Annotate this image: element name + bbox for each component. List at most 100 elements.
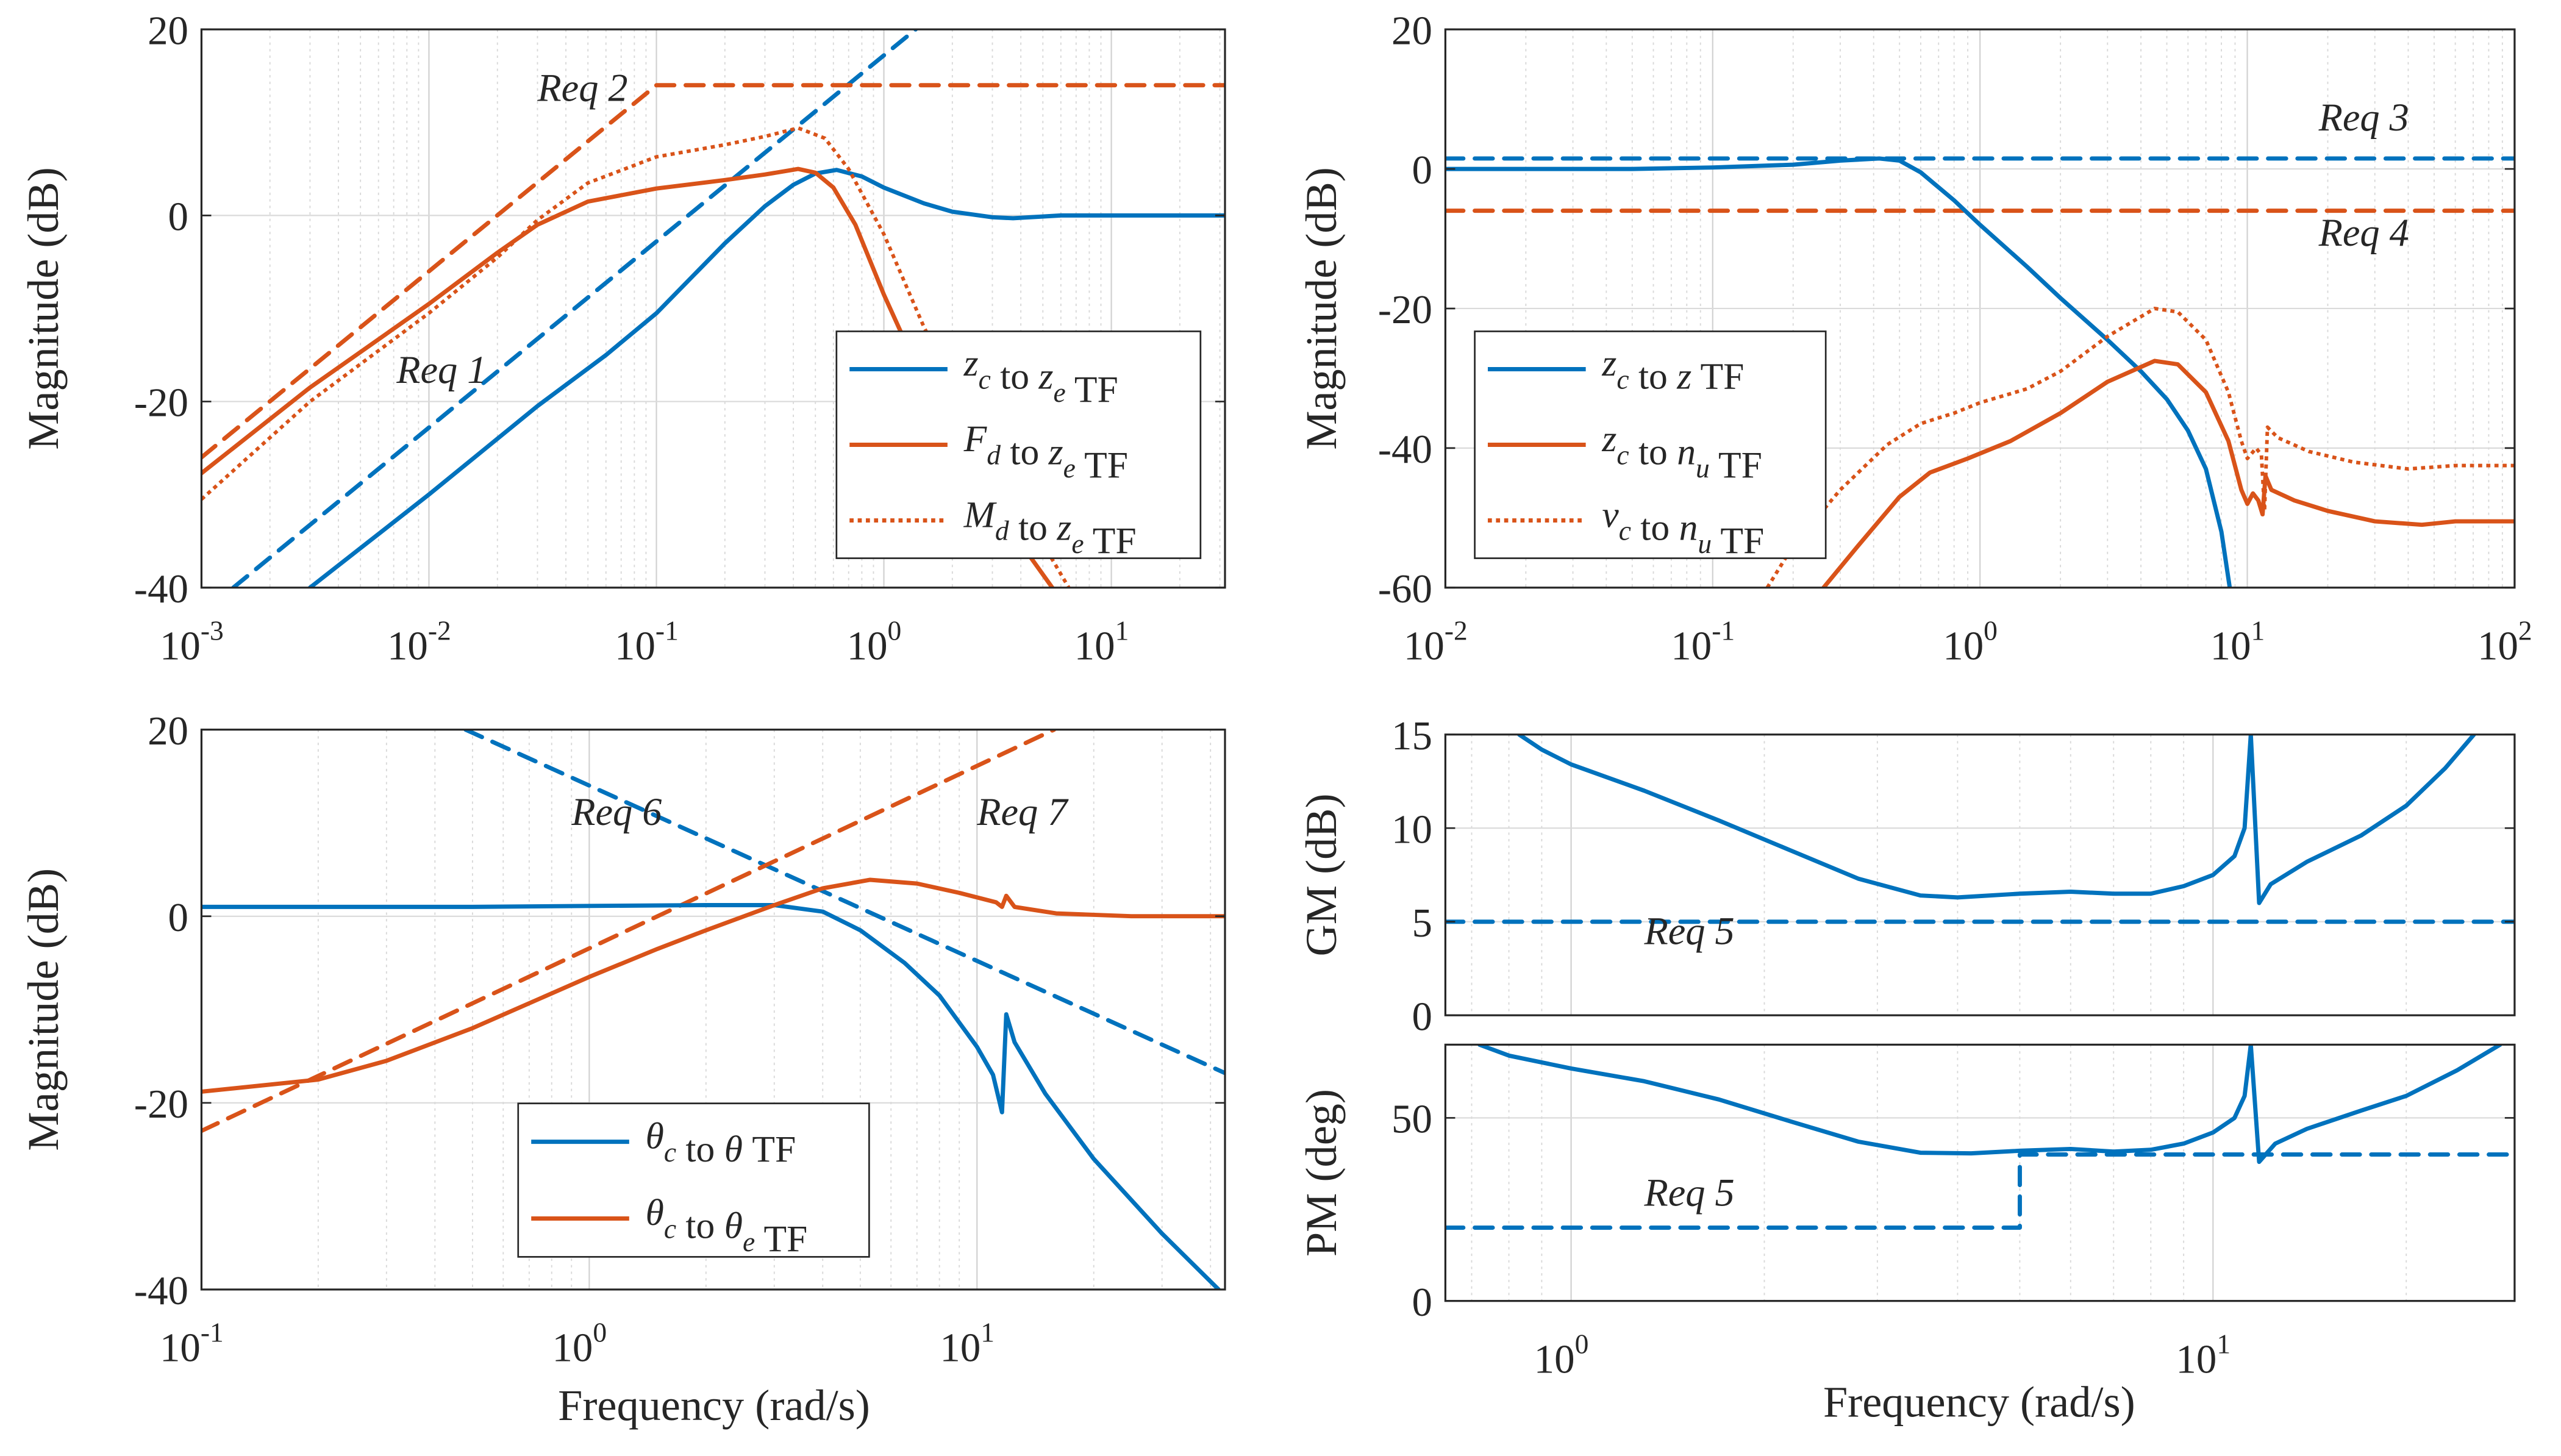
symbol: z bbox=[1048, 507, 1071, 549]
plot-area bbox=[1445, 734, 2515, 924]
word: to bbox=[1631, 507, 1670, 549]
x-axis-label: Frequency (rad/s) bbox=[1823, 1378, 2135, 1427]
series-v-c-to-n-u-tf bbox=[1765, 307, 2515, 588]
plot-area bbox=[1445, 156, 2515, 588]
symbol: z bbox=[1601, 418, 1616, 460]
symbol: θ bbox=[715, 1129, 743, 1170]
y-axis-label: Magnitude (dB) bbox=[1297, 167, 1346, 450]
series-req-6 bbox=[463, 729, 1225, 1076]
axes-box bbox=[200, 28, 1226, 589]
x-tick-label: 10-3 bbox=[160, 615, 224, 668]
tick-exponent: 1 bbox=[980, 1317, 995, 1348]
series-pm bbox=[1477, 1044, 2502, 1165]
subscript: c bbox=[979, 364, 991, 395]
tick-exponent: -1 bbox=[1712, 615, 1735, 646]
requirement-annotation: Req 3 bbox=[2318, 96, 2409, 139]
tick-base: 10 bbox=[387, 624, 428, 669]
x-tick-label: 10-1 bbox=[160, 1317, 224, 1371]
subscript: u bbox=[1696, 452, 1710, 484]
subscript: e bbox=[1063, 452, 1076, 484]
requirement-annotation: Req 4 bbox=[2318, 211, 2409, 254]
requirement-annotation: Req 6 bbox=[571, 790, 662, 833]
word: TF bbox=[1076, 444, 1128, 486]
y-tick-label: 20 bbox=[1391, 8, 1432, 53]
y-axis-label: GM (dB) bbox=[1297, 793, 1346, 956]
subscript: c bbox=[664, 1213, 676, 1244]
symbol: n bbox=[1668, 432, 1696, 473]
word: TF bbox=[1084, 520, 1137, 562]
legend-label-z-c-to-n-u-tf: zc to nu TF bbox=[1601, 418, 1762, 486]
requirement-annotation: Req 7 bbox=[976, 790, 1069, 833]
y-tick-label: -20 bbox=[134, 1082, 188, 1127]
subscript: e bbox=[1053, 377, 1065, 408]
symbol: θ bbox=[646, 1192, 664, 1233]
tick-base: 10 bbox=[160, 624, 201, 669]
tick-base: 10 bbox=[1671, 624, 1712, 669]
symbol: z bbox=[1029, 356, 1053, 398]
series-theta-c-to-theta-tf bbox=[201, 902, 1221, 1290]
word: TF bbox=[1712, 520, 1764, 562]
word: to bbox=[1629, 432, 1668, 473]
series-req-7 bbox=[201, 729, 1057, 1133]
plot-area bbox=[1445, 1044, 2515, 1230]
axes-box bbox=[200, 729, 1226, 1291]
tick-exponent: 0 bbox=[1984, 615, 1998, 646]
legend-label-m-d-to-z-e-tf: Md to ze TF bbox=[963, 494, 1137, 562]
word: to bbox=[991, 356, 1029, 398]
requirement-annotation: Req 5 bbox=[1644, 1171, 1735, 1215]
x-tick-label: 100 bbox=[847, 615, 902, 668]
x-tick-label: 10-2 bbox=[1404, 615, 1468, 668]
x-tick-label: 10-1 bbox=[1671, 615, 1735, 668]
legend-label-z-c-to-z-tf: zc to z TF bbox=[1601, 343, 1744, 397]
series-z-c-to-z-tf bbox=[1445, 156, 2232, 588]
y-axis-label: PM (deg) bbox=[1297, 1089, 1346, 1257]
tick-exponent: 0 bbox=[888, 615, 902, 646]
legend-label-theta-c-to-theta-tf: θc to θ TF bbox=[646, 1115, 796, 1169]
word: TF bbox=[743, 1129, 796, 1170]
symbol: θ bbox=[715, 1205, 743, 1247]
word: TF bbox=[1066, 369, 1118, 410]
x-tick-label: 100 bbox=[552, 1317, 607, 1371]
y-tick-label: 0 bbox=[1412, 148, 1432, 193]
subscript: c bbox=[664, 1137, 676, 1168]
requirement-annotation: Req 1 bbox=[396, 348, 487, 391]
requirement-annotation: Req 2 bbox=[537, 66, 627, 110]
word: to bbox=[676, 1129, 715, 1170]
axes-box bbox=[1444, 733, 2516, 1016]
y-tick-label: 0 bbox=[1412, 1280, 1432, 1325]
symbol: z bbox=[1039, 432, 1063, 473]
symbol: θ bbox=[646, 1115, 664, 1157]
tick-base: 10 bbox=[1534, 1336, 1575, 1382]
legend-label-v-c-to-n-u-tf: vc to nu TF bbox=[1602, 494, 1764, 562]
x-tick-label: 10-2 bbox=[387, 615, 451, 668]
symbol: z bbox=[1668, 356, 1691, 398]
x-tick-label: 101 bbox=[2210, 615, 2265, 668]
subscript: e bbox=[743, 1226, 755, 1257]
tick-base: 10 bbox=[615, 624, 655, 669]
requirement-annotation: Req 5 bbox=[1644, 910, 1735, 953]
subscript: d bbox=[987, 440, 1001, 471]
word: to bbox=[1001, 432, 1039, 473]
word: TF bbox=[755, 1218, 807, 1260]
tick-base: 10 bbox=[2210, 624, 2251, 669]
axes-box bbox=[1444, 1043, 2516, 1302]
symbol: M bbox=[963, 494, 998, 535]
panel-bottom-right-gm: 0 5 10 15 GM (dB) Req 5 bbox=[1297, 713, 2516, 1039]
symbol: n bbox=[1670, 507, 1698, 549]
tick-base: 10 bbox=[160, 1326, 201, 1371]
y-axis-label: Magnitude (dB) bbox=[19, 167, 68, 450]
legend-label-z-c-to-z-e-tf: zc to ze TF bbox=[963, 343, 1118, 410]
legend-label-f-d-to-z-e-tf: Fd to ze TF bbox=[963, 418, 1128, 486]
symbol: z bbox=[963, 343, 979, 384]
tick-base: 10 bbox=[2176, 1336, 2216, 1382]
subscript: e bbox=[1071, 528, 1084, 559]
x-tick-label: 102 bbox=[2477, 615, 2532, 668]
y-tick-label: -20 bbox=[1378, 287, 1432, 332]
tick-exponent: -2 bbox=[428, 615, 451, 646]
subscript: c bbox=[1616, 364, 1629, 395]
symbol: F bbox=[963, 418, 988, 460]
word: to bbox=[676, 1205, 715, 1247]
